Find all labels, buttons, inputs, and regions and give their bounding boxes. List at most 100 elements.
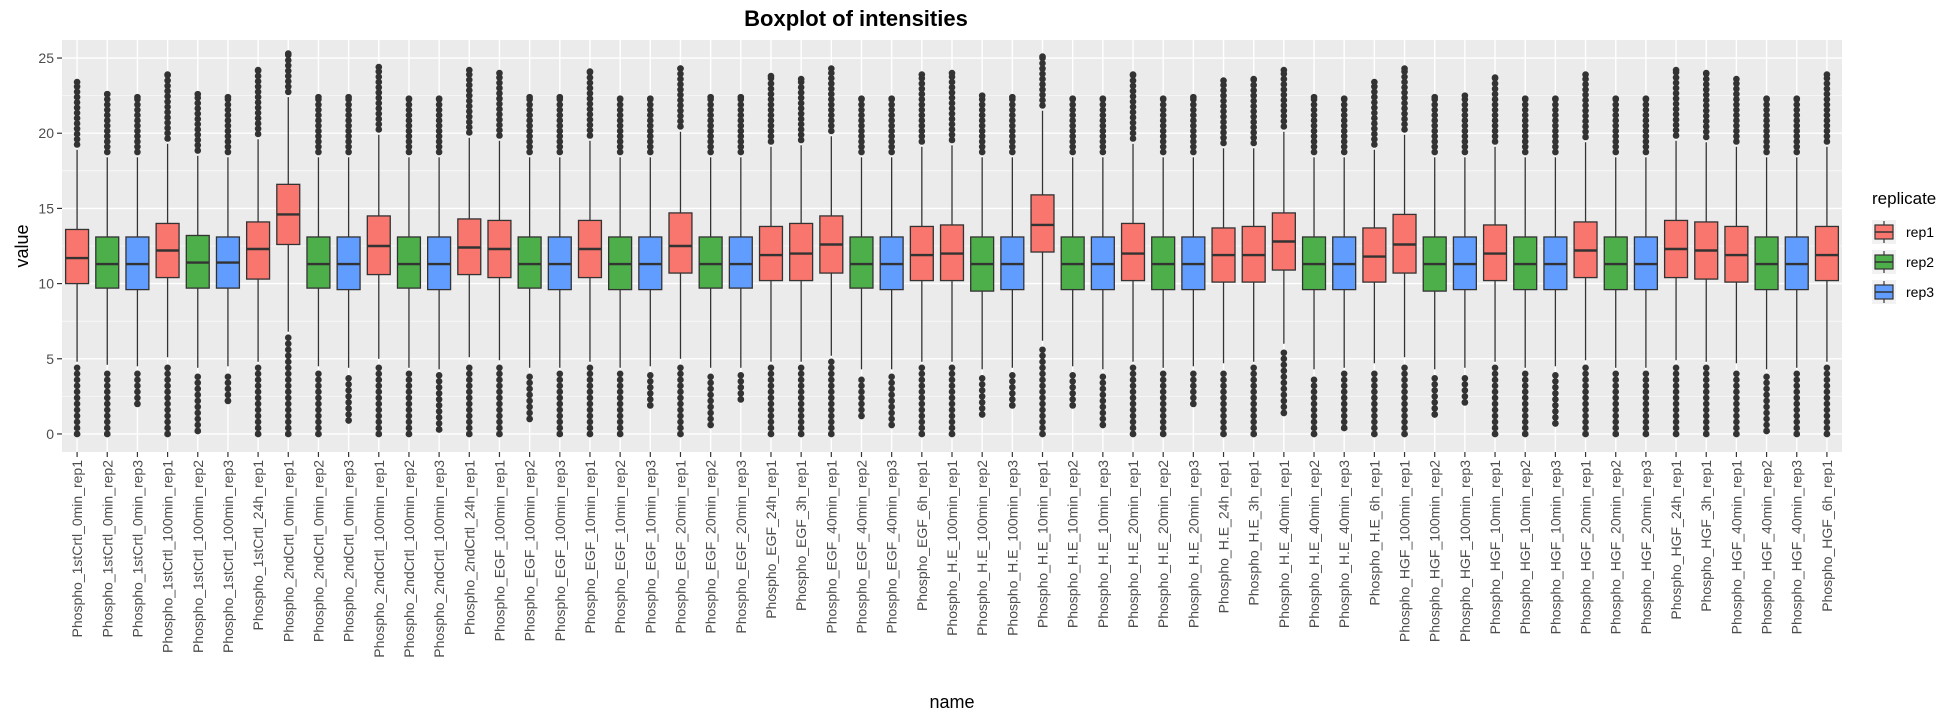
outlier-point [1220,406,1227,414]
outlier-point [677,112,684,120]
outlier-point [1733,424,1740,432]
outlier-point [73,120,81,127]
outlier-point [707,101,714,108]
outlier-point [1009,396,1016,403]
outlier-point [948,370,956,378]
outlier-point [496,394,503,402]
outlier-point [707,397,714,405]
outlier-point [1310,127,1318,135]
outlier-point [1793,424,1801,432]
outlier-point [828,358,835,366]
outlier-point [1129,394,1137,402]
outlier-point [948,400,956,408]
outlier-point [1491,117,1499,124]
outlier-point [1702,382,1710,390]
outlier-point [647,143,654,151]
outlier-point [1672,406,1680,414]
outlier-point [284,412,292,420]
outlier-point [405,418,413,426]
outlier-point [315,122,322,130]
outlier-point [1190,370,1197,378]
outlier-point [918,138,926,145]
outlier-point [164,418,171,426]
outlier-point [1733,122,1740,130]
outlier-point [496,100,503,108]
outlier-point [284,340,292,348]
outlier-point [647,378,654,385]
outlier-point [1642,388,1650,396]
outlier-point [1763,403,1770,411]
outlier-point [888,415,895,423]
outlier-point [616,394,624,402]
outlier-point [1069,117,1076,124]
outlier-point [677,388,684,396]
outlier-point [1461,387,1469,394]
outlier-point [616,101,624,108]
outlier-point [1793,370,1801,378]
outlier-point [435,95,443,102]
outlier-point [465,364,473,372]
outlier-point [737,390,745,397]
outlier-point [284,388,292,396]
outlier-point [707,111,714,119]
outlier-point [375,84,383,91]
outlier-point [164,124,171,132]
outlier-point [767,406,775,414]
outlier-point [1401,394,1408,402]
outlier-point [1552,111,1559,119]
outlier-point [435,106,443,114]
outlier-point [224,397,232,405]
outlier-point [1280,91,1288,99]
outlier-point [737,384,745,391]
outlier-point [315,376,322,384]
outlier-point [1190,400,1197,408]
box-group [1663,66,1689,438]
outlier-point [194,403,202,411]
x-tick-label: Phospho_H.E_100min_rep3 [1004,460,1020,636]
outlier-point [858,132,865,140]
box-group [1784,95,1809,438]
outlier-point [435,143,443,151]
outlier-point [315,394,322,402]
outlier-point [1672,418,1680,426]
outlier-point [1642,424,1650,432]
outlier-point [134,111,141,119]
outlier-point [1431,93,1439,101]
outlier-point [375,115,383,123]
outlier-point [315,127,322,135]
outlier-point [1642,376,1650,384]
outlier-point [707,421,714,429]
outlier-point [1552,148,1559,156]
x-tick-label: Phospho_1stCrtl_0min_rep2 [99,460,115,638]
outlier-point [1672,132,1680,139]
outlier-point [1069,372,1076,379]
x-tick-label: Phospho_EGF_10min_rep2 [612,460,628,634]
outlier-point [224,148,232,156]
outlier-point [556,394,564,402]
box-group [547,93,572,438]
outlier-point [556,101,564,108]
outlier-point [73,400,81,408]
outlier-point [526,379,533,387]
outlier-point [586,121,594,129]
outlier-point [194,427,202,435]
outlier-point [375,394,383,402]
outlier-point [858,138,865,145]
outlier-point [73,83,81,90]
outlier-point [194,120,202,128]
outlier-point [1371,104,1378,111]
outlier-point [164,400,171,408]
outlier-point [1039,346,1046,354]
outlier-point [405,388,413,396]
outlier-point [284,67,292,75]
box-group [698,93,723,429]
outlier-point [978,405,986,412]
x-tick-label: Phospho_H.E_40min_rep3 [1336,460,1352,628]
outlier-point [496,126,503,134]
outlier-point [1310,143,1318,151]
outlier-point [1461,143,1469,151]
outlier-point [767,418,775,426]
outlier-point [1733,127,1740,135]
outlier-point [1733,85,1740,93]
outlier-point [1461,399,1469,406]
